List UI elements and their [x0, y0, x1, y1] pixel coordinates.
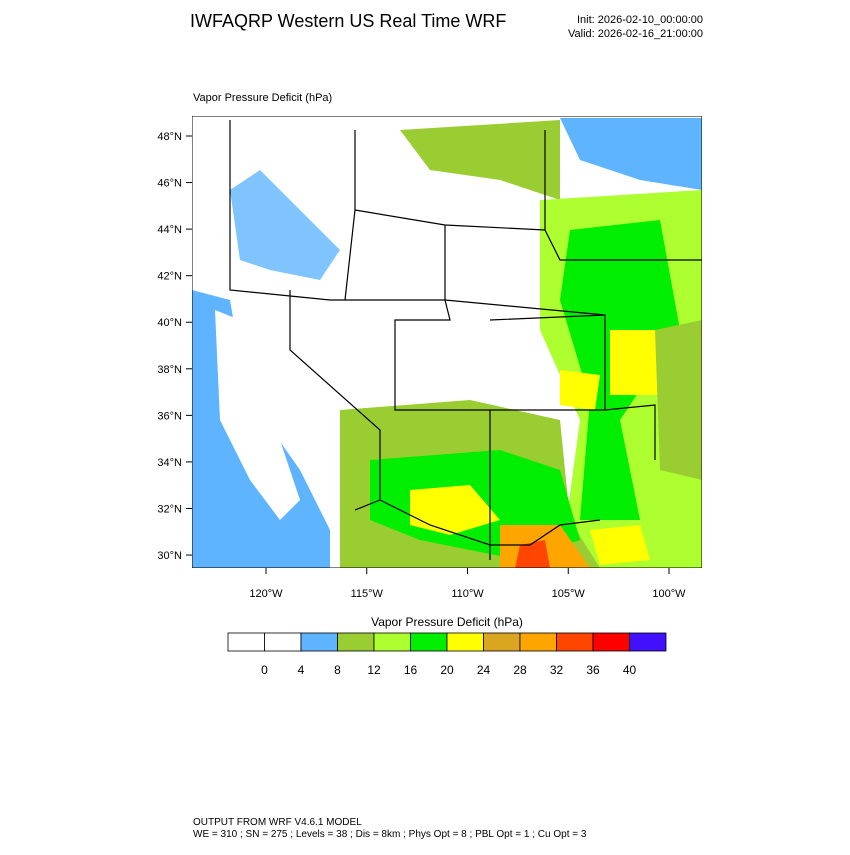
figure-title: IWFAQRP Western US Real Time WRF — [190, 11, 506, 31]
colorbar-box — [556, 632, 594, 652]
map-field — [192, 116, 702, 568]
footer-line: OUTPUT FROM WRF V4.6.1 MODEL — [193, 817, 362, 828]
colorbar-box — [300, 632, 338, 652]
colorbar-box — [227, 632, 265, 652]
footer-line: WE = 310 ; SN = 275 ; Levels = 38 ; Dis … — [193, 829, 587, 840]
colorbar-box — [373, 632, 411, 652]
field-region — [560, 118, 702, 190]
lat-tick-label: 46°N — [157, 178, 182, 190]
lon-tick-label: 115°W — [351, 588, 384, 600]
lat-tick-label: 42°N — [157, 271, 182, 283]
colorbar-tick-label: 32 — [550, 663, 564, 677]
lon-tick-label: 100°W — [652, 588, 686, 600]
field-region — [410, 485, 500, 535]
lat-tick-label: 32°N — [157, 503, 182, 515]
lat-tick-label: 40°N — [157, 317, 182, 329]
field-region — [610, 330, 670, 395]
lon-tick-label: 120°W — [249, 588, 283, 600]
colorbar-tick-label: 4 — [298, 663, 305, 677]
colorbar-tick-label: 24 — [477, 663, 491, 677]
colorbar-box — [264, 632, 302, 652]
colorbar-tick-label: 12 — [367, 663, 381, 677]
lon-tick-label: 110°W — [451, 588, 484, 600]
lat-tick-label: 38°N — [157, 364, 182, 376]
lat-tick-label: 30°N — [157, 550, 182, 562]
colorbar-box — [410, 632, 448, 652]
colorbar-box — [337, 632, 375, 652]
colorbar-tick-label: 28 — [513, 663, 527, 677]
colorbar-tick-label: 40 — [623, 663, 637, 677]
field-region — [230, 170, 340, 280]
colorbar-tick-label: 16 — [404, 663, 418, 677]
colorbar-tick-label: 0 — [261, 663, 268, 677]
valid-time: Valid: 2026-02-16_21:00:00 — [568, 28, 703, 40]
init-time: Init: 2026-02-10_00:00:00 — [577, 14, 703, 26]
field-region — [400, 120, 560, 200]
colorbar-tick-label: 8 — [334, 663, 341, 677]
field-region — [215, 310, 300, 520]
colorbar-box — [592, 632, 630, 652]
map-title: Vapor Pressure Deficit (hPa) — [193, 92, 332, 104]
lon-tick-label: 105°W — [552, 588, 586, 600]
lat-tick-label: 34°N — [157, 457, 182, 469]
lat-tick-label: 36°N — [157, 410, 182, 422]
colorbar-title: Vapor Pressure Deficit (hPa) — [371, 615, 523, 629]
colorbar-tick-label: 36 — [586, 663, 600, 677]
colorbar-box — [629, 632, 667, 652]
colorbar-box — [519, 632, 557, 652]
state-borders — [229, 120, 702, 560]
lat-tick-label: 48°N — [157, 131, 182, 143]
field-region — [655, 320, 702, 480]
lat-tick-label: 44°N — [157, 224, 182, 236]
colorbar-box — [446, 632, 484, 652]
colorbar-tick-label: 20 — [440, 663, 454, 677]
colorbar-box — [483, 632, 521, 652]
field-region — [590, 525, 650, 565]
field-region — [515, 540, 550, 568]
field-region — [560, 370, 600, 410]
